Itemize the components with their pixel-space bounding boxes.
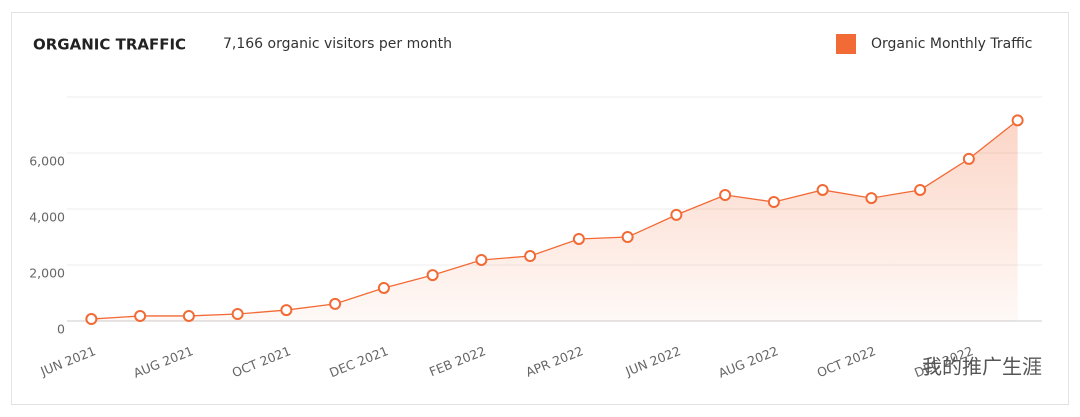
y-tick-label: 0 <box>57 322 65 337</box>
y-tick-label: 6,000 <box>29 154 65 169</box>
point <box>865 192 878 205</box>
point <box>377 281 390 294</box>
y-tick-label: 4,000 <box>29 210 65 225</box>
legend-label: Organic Monthly Traffic <box>871 36 1032 52</box>
point <box>524 250 537 263</box>
chart-title: ORGANIC TRAFFIC <box>33 36 186 54</box>
subtitle: 7,166 organic visitors per month <box>223 36 452 52</box>
point <box>85 313 98 326</box>
point <box>719 189 732 201</box>
watermark: 我的推广生涯 <box>922 355 1042 379</box>
area <box>91 120 1018 322</box>
point <box>182 309 195 322</box>
point <box>914 183 927 196</box>
point <box>329 297 342 310</box>
point <box>426 269 439 282</box>
point <box>816 183 829 196</box>
point <box>134 309 147 322</box>
point <box>1011 114 1024 127</box>
point <box>670 208 683 221</box>
point <box>231 308 244 320</box>
point <box>475 253 488 266</box>
line <box>91 119 1019 320</box>
point <box>962 152 975 165</box>
point <box>621 231 634 243</box>
point <box>767 196 780 208</box>
legend-swatch <box>836 34 856 54</box>
point <box>572 232 585 245</box>
point <box>280 304 293 317</box>
y-tick-label: 2,000 <box>29 266 65 281</box>
